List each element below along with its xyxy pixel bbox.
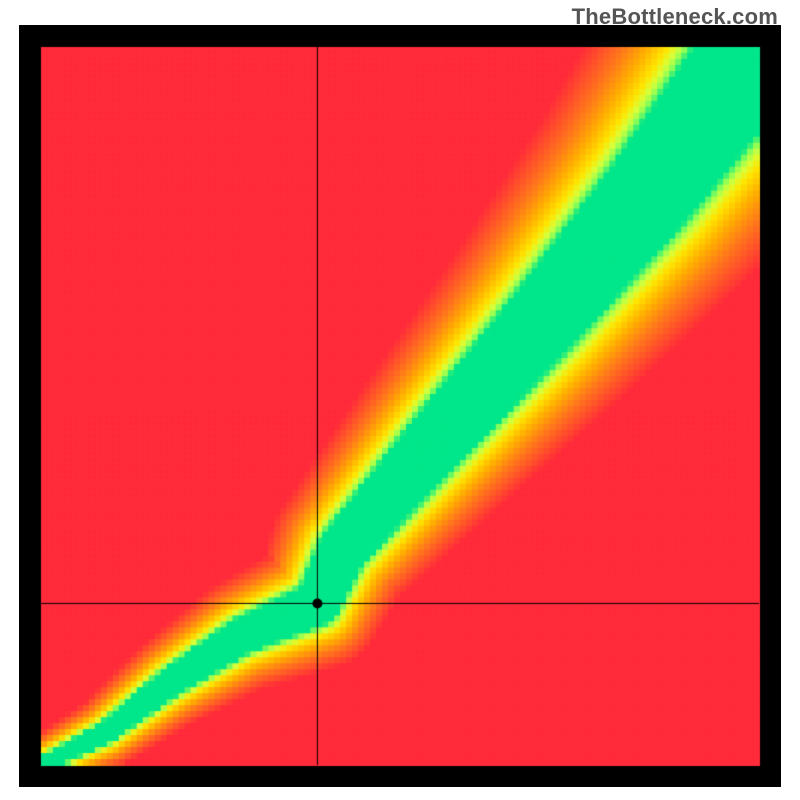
watermark-text: TheBottleneck.com — [572, 4, 778, 30]
heatmap-canvas — [19, 25, 781, 787]
bottleneck-heatmap — [19, 25, 781, 792]
